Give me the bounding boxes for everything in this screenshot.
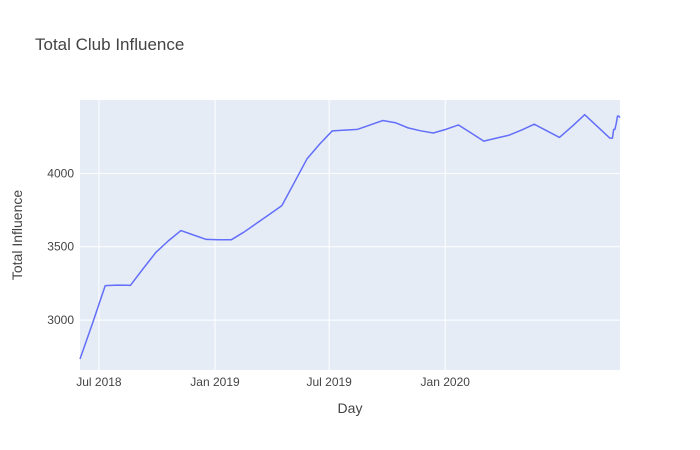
y-axis-title: Total Influence bbox=[9, 190, 25, 280]
series-line bbox=[79, 113, 621, 360]
x-tick-label: Jan 2019 bbox=[190, 375, 240, 389]
x-tick-labels: Jul 2018 Jan 2019 Jul 2019 Jan 2020 bbox=[76, 375, 470, 389]
chart-title: Total Club Influence bbox=[35, 35, 184, 54]
y-tick-label: 3000 bbox=[47, 313, 74, 327]
x-gridlines bbox=[98, 100, 446, 370]
y-tick-labels: 3000 3500 4000 bbox=[47, 166, 74, 327]
y-tick-label: 3500 bbox=[47, 240, 74, 254]
x-tick-label: Jul 2018 bbox=[76, 375, 122, 389]
y-gridlines bbox=[80, 172, 620, 321]
plot-area bbox=[80, 100, 620, 370]
y-tick-label: 4000 bbox=[47, 166, 74, 180]
x-tick-label: Jul 2019 bbox=[306, 375, 352, 389]
x-axis-title: Day bbox=[338, 400, 363, 416]
x-tick-label: Jan 2020 bbox=[421, 375, 471, 389]
